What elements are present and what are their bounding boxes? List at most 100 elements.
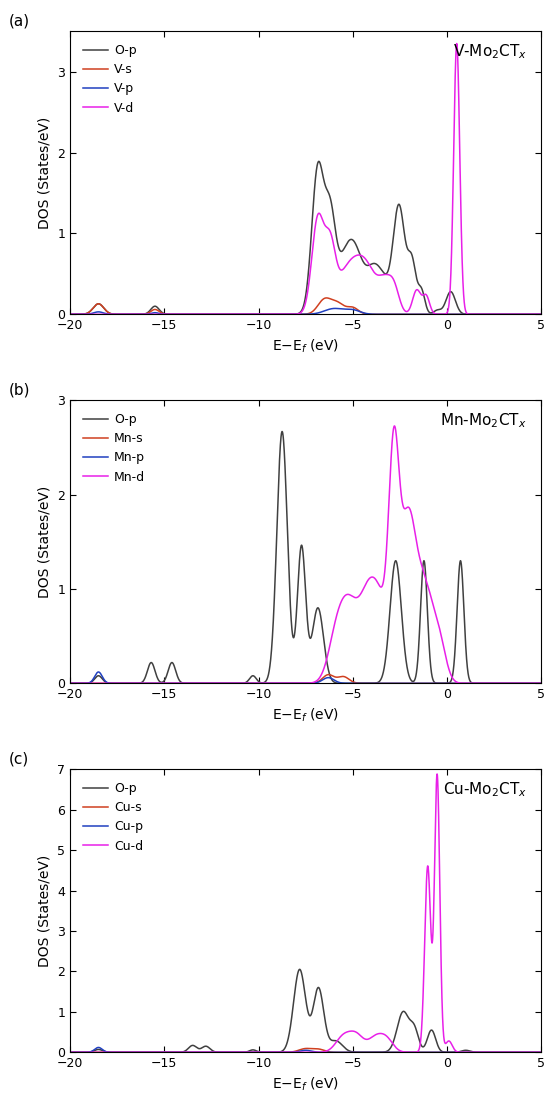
Cu-p bbox=[95, 1041, 102, 1054]
Text: V-Mo$_2$CT$_x$: V-Mo$_2$CT$_x$ bbox=[453, 43, 527, 61]
O-p bbox=[454, 300, 461, 313]
Mn-s bbox=[349, 675, 356, 689]
Text: (a): (a) bbox=[9, 13, 30, 29]
Cu-s bbox=[153, 1046, 159, 1059]
Cu-d bbox=[153, 1046, 159, 1059]
V-p bbox=[247, 308, 253, 321]
V-s bbox=[538, 308, 544, 321]
O-p bbox=[67, 676, 74, 690]
Mn-d bbox=[349, 590, 356, 603]
Text: Mn-Mo$_2$CT$_x$: Mn-Mo$_2$CT$_x$ bbox=[440, 412, 527, 431]
Cu-d bbox=[418, 1023, 425, 1036]
Cu-p bbox=[153, 1046, 159, 1059]
Cu-d bbox=[67, 1046, 74, 1059]
Text: (b): (b) bbox=[9, 383, 31, 397]
Mn-s bbox=[418, 676, 425, 690]
Cu-s bbox=[538, 1046, 544, 1059]
Mn-p bbox=[538, 676, 544, 690]
Cu-s bbox=[418, 1046, 425, 1059]
Mn-d bbox=[418, 559, 425, 572]
Mn-d bbox=[538, 676, 544, 690]
Mn-s bbox=[325, 668, 332, 681]
O-p bbox=[349, 1045, 356, 1058]
Cu-p bbox=[349, 1046, 356, 1059]
V-p bbox=[153, 306, 159, 319]
O-p bbox=[349, 234, 356, 247]
Legend: O-p, Cu-s, Cu-p, Cu-d: O-p, Cu-s, Cu-p, Cu-d bbox=[77, 776, 149, 859]
V-s bbox=[349, 300, 356, 313]
Cu-p bbox=[373, 1046, 380, 1059]
Mn-p bbox=[373, 676, 380, 690]
O-p bbox=[418, 281, 425, 294]
Mn-p bbox=[153, 676, 159, 690]
O-p bbox=[153, 1046, 159, 1059]
Cu-s bbox=[454, 1046, 461, 1059]
Mn-d bbox=[153, 676, 159, 690]
O-p bbox=[418, 579, 425, 592]
Cu-d bbox=[454, 1045, 461, 1058]
V-d bbox=[349, 251, 356, 265]
Line: V-d: V-d bbox=[70, 43, 541, 314]
V-p bbox=[538, 308, 544, 321]
Line: Mn-p: Mn-p bbox=[70, 672, 541, 683]
V-d bbox=[453, 37, 460, 50]
Line: O-p: O-p bbox=[70, 432, 541, 683]
V-d bbox=[418, 288, 425, 301]
Cu-d bbox=[349, 1024, 356, 1037]
O-p bbox=[454, 1045, 461, 1058]
Line: Cu-p: Cu-p bbox=[70, 1047, 541, 1053]
O-p bbox=[247, 308, 253, 321]
V-p bbox=[67, 308, 74, 321]
V-s bbox=[418, 308, 425, 321]
O-p bbox=[538, 308, 544, 321]
Text: Cu-Mo$_2$CT$_x$: Cu-Mo$_2$CT$_x$ bbox=[443, 780, 527, 799]
X-axis label: E−E$_f$ (eV): E−E$_f$ (eV) bbox=[272, 1076, 339, 1093]
V-d bbox=[247, 308, 253, 321]
V-d bbox=[153, 308, 159, 321]
V-s bbox=[247, 308, 253, 321]
X-axis label: E−E$_f$ (eV): E−E$_f$ (eV) bbox=[272, 338, 339, 355]
V-p bbox=[418, 308, 425, 321]
O-p bbox=[538, 676, 544, 690]
Legend: O-p, Mn-s, Mn-p, Mn-d: O-p, Mn-s, Mn-p, Mn-d bbox=[77, 406, 151, 490]
Cu-p bbox=[247, 1046, 254, 1059]
Cu-p bbox=[454, 1046, 461, 1059]
O-p bbox=[247, 1044, 253, 1057]
X-axis label: E−E$_f$ (eV): E−E$_f$ (eV) bbox=[272, 706, 339, 724]
O-p bbox=[373, 258, 380, 271]
O-p bbox=[247, 671, 253, 684]
Mn-p bbox=[349, 676, 356, 690]
Mn-d bbox=[67, 676, 74, 690]
V-d bbox=[373, 268, 380, 281]
Cu-d bbox=[538, 1046, 544, 1059]
Cu-s bbox=[349, 1046, 356, 1059]
Y-axis label: DOS (States/eV): DOS (States/eV) bbox=[38, 116, 52, 229]
Cu-d bbox=[434, 767, 440, 780]
Cu-s bbox=[67, 1046, 74, 1059]
Mn-s bbox=[538, 676, 544, 690]
Line: Mn-s: Mn-s bbox=[70, 674, 541, 683]
O-p bbox=[153, 300, 159, 313]
V-p bbox=[454, 308, 461, 321]
Cu-s bbox=[373, 1046, 380, 1059]
Cu-s bbox=[304, 1042, 310, 1055]
Cu-p bbox=[520, 1046, 527, 1059]
O-p bbox=[538, 1046, 544, 1059]
Mn-p bbox=[67, 676, 74, 690]
Mn-p bbox=[247, 676, 254, 690]
Line: Cu-d: Cu-d bbox=[70, 774, 541, 1053]
Cu-p bbox=[418, 1046, 425, 1059]
V-d bbox=[67, 308, 74, 321]
O-p bbox=[279, 425, 286, 438]
Line: Cu-s: Cu-s bbox=[70, 1048, 541, 1053]
Mn-p bbox=[418, 676, 425, 690]
Mn-s bbox=[67, 676, 74, 690]
O-p bbox=[67, 308, 74, 321]
Line: Mn-d: Mn-d bbox=[70, 426, 541, 683]
Legend: O-p, V-s, V-p, V-d: O-p, V-s, V-p, V-d bbox=[77, 38, 143, 121]
Mn-p bbox=[95, 665, 102, 679]
Y-axis label: DOS (States/eV): DOS (States/eV) bbox=[38, 855, 52, 968]
V-p bbox=[349, 303, 356, 317]
V-s bbox=[153, 303, 159, 317]
Cu-p bbox=[67, 1046, 74, 1059]
